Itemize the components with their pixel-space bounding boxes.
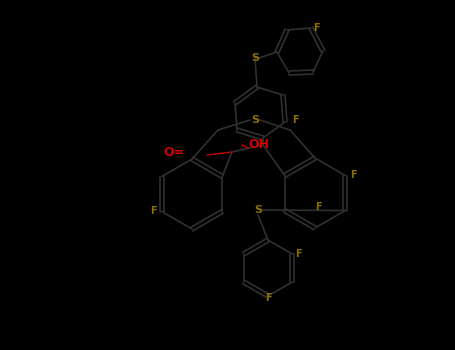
- Text: S: S: [251, 53, 259, 63]
- Text: OH: OH: [248, 139, 269, 152]
- Text: F: F: [313, 23, 319, 33]
- Text: F: F: [150, 206, 157, 217]
- Text: F: F: [315, 202, 322, 212]
- Text: O=: O=: [164, 146, 185, 159]
- Text: S: S: [251, 115, 259, 125]
- Text: F: F: [292, 115, 298, 125]
- Text: F: F: [265, 293, 271, 303]
- Text: F: F: [295, 249, 302, 259]
- Text: S: S: [254, 205, 262, 215]
- Text: F: F: [350, 170, 357, 181]
